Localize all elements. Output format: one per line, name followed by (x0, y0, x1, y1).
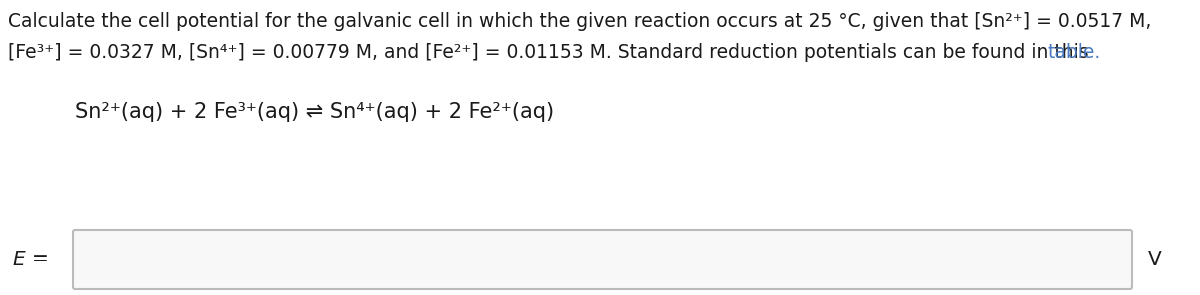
FancyBboxPatch shape (73, 230, 1132, 289)
Text: table.: table. (1046, 43, 1100, 62)
Text: V: V (1148, 250, 1162, 269)
Text: $E$ =: $E$ = (12, 250, 48, 269)
Text: [Fe³⁺] = 0.0327 M, [Sn⁴⁺] = 0.00779 M, and [Fe²⁺] = 0.01153 M. Standard reductio: [Fe³⁺] = 0.0327 M, [Sn⁴⁺] = 0.00779 M, a… (8, 43, 1094, 62)
Text: Calculate the cell potential for the galvanic cell in which the given reaction o: Calculate the cell potential for the gal… (8, 12, 1151, 31)
Text: Sn²⁺(aq) + 2 Fe³⁺(aq) ⇌ Sn⁴⁺(aq) + 2 Fe²⁺(aq): Sn²⁺(aq) + 2 Fe³⁺(aq) ⇌ Sn⁴⁺(aq) + 2 Fe²… (74, 102, 554, 122)
